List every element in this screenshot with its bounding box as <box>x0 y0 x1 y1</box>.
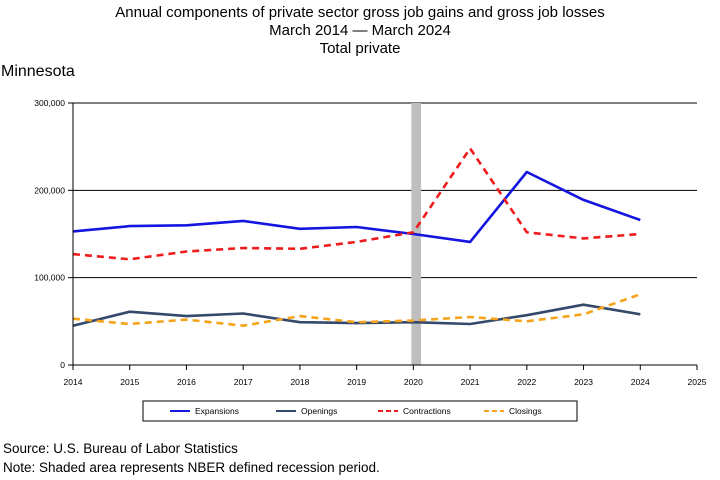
legend-label-openings: Openings <box>301 406 337 416</box>
chart-title-line-1: Annual components of private sector gros… <box>115 4 605 21</box>
y-tick-label-2: 200,000 <box>34 185 65 195</box>
x-tick-label-2: 2016 <box>177 377 196 387</box>
legend: Expansions Openings Contractions Closings <box>142 400 578 422</box>
x-tick-label-4: 2018 <box>290 377 309 387</box>
legend-label-closings: Closings <box>509 406 542 416</box>
series-line-expansions <box>72 170 641 244</box>
gridlines <box>73 102 697 279</box>
x-tick-label-11: 2025 <box>688 377 707 387</box>
x-tick-label-0: 2014 <box>64 377 83 387</box>
legend-label-expansions: Expansions <box>195 406 239 416</box>
x-tick-label-5: 2019 <box>347 377 366 387</box>
series-layer <box>72 147 641 328</box>
legend-box <box>142 400 578 422</box>
source-note: Source: U.S. Bureau of Labor Statistics <box>3 441 238 456</box>
chart-title: Annual components of private sector gros… <box>0 4 720 58</box>
series-line-contractions <box>72 147 641 261</box>
chart-title-line-2: March 2014 — March 2024 <box>269 22 451 39</box>
y-tick-label-3: 300,000 <box>34 98 65 108</box>
x-tick-label-9: 2023 <box>574 377 593 387</box>
y-tick-label-1: 100,000 <box>34 273 65 283</box>
x-tick-label-1: 2015 <box>120 377 139 387</box>
chart-title-line-3: Total private <box>319 40 401 57</box>
legend-label-contractions: Contractions <box>403 406 451 416</box>
x-tick-label-7: 2021 <box>461 377 480 387</box>
recession-note: Note: Shaded area represents NBER define… <box>3 460 380 475</box>
x-tick-label-3: 2017 <box>234 377 253 387</box>
axes: 0 100,000 200,000 300,000 2014 2015 2016 2017 20… <box>34 98 706 387</box>
series-line-openings <box>72 303 641 327</box>
x-tick-label-6: 2020 <box>404 377 423 387</box>
x-tick-label-8: 2022 <box>517 377 536 387</box>
x-tick-label-10: 2024 <box>631 377 650 387</box>
y-tick-label-0: 0 <box>60 360 65 370</box>
region-label: Minnesota <box>1 63 75 80</box>
